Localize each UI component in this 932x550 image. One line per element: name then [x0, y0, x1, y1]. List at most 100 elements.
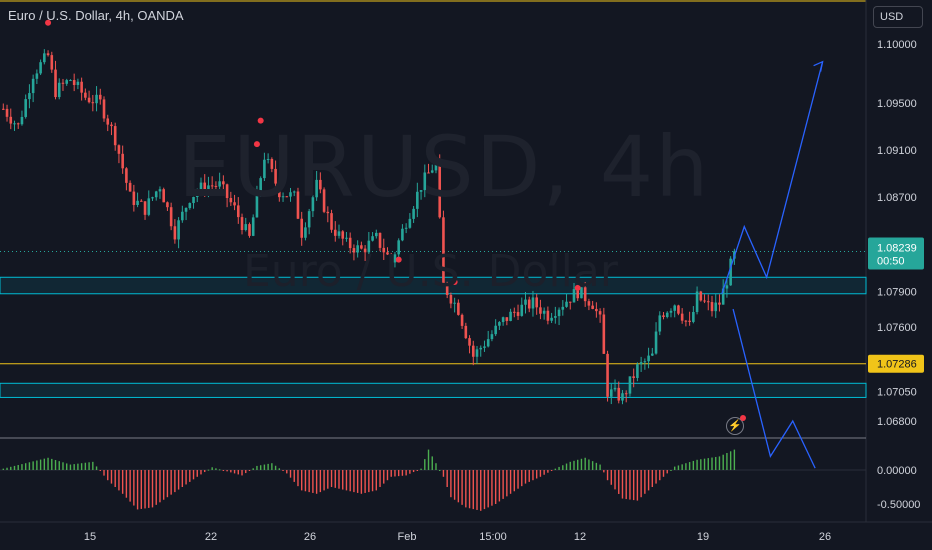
- candle-body: [54, 69, 57, 98]
- histogram-bar: [644, 470, 646, 494]
- candle-body: [729, 258, 732, 286]
- candle-body: [468, 338, 471, 346]
- candle-body: [113, 126, 117, 146]
- histogram-bar: [442, 470, 445, 477]
- histogram-bar: [465, 470, 467, 508]
- candle-body: [464, 325, 468, 339]
- candle-body: [274, 168, 277, 184]
- watermark-name: Euro / U.S. Dollar: [243, 246, 618, 297]
- histogram-bar: [58, 461, 60, 470]
- histogram-bar: [722, 454, 724, 470]
- candle-body: [255, 190, 259, 218]
- projection-lines[interactable]: [721, 60, 824, 469]
- candle-body: [654, 331, 658, 354]
- price-tick-label: 1.07050: [877, 387, 917, 399]
- histogram-bar: [323, 470, 325, 491]
- candle-body: [539, 307, 542, 314]
- candle-body: [214, 185, 218, 187]
- candle-body: [561, 306, 565, 310]
- histogram-bar: [565, 463, 568, 470]
- histogram-bar: [263, 464, 266, 470]
- histogram-bar: [412, 470, 415, 473]
- candle-body: [669, 310, 673, 313]
- histogram-bar: [43, 458, 46, 470]
- histogram-bar: [10, 466, 12, 470]
- histogram-bar: [84, 462, 87, 470]
- candle-body: [531, 297, 535, 309]
- histogram-bar: [241, 470, 243, 476]
- histogram-bar: [222, 470, 225, 471]
- candle-body: [408, 218, 412, 228]
- price-tick-label: 1.07900: [877, 286, 917, 298]
- histogram-bar: [125, 470, 128, 498]
- histogram-bar: [726, 453, 728, 470]
- histogram-bar: [591, 461, 594, 470]
- histogram-bar: [95, 466, 98, 470]
- candle-body: [692, 312, 695, 322]
- histogram-bar: [494, 470, 497, 504]
- histogram-bar: [356, 470, 359, 493]
- histogram-bar: [584, 457, 586, 470]
- histogram-bar: [353, 470, 355, 493]
- candle-body: [658, 315, 662, 332]
- histogram-bar: [554, 468, 557, 470]
- histogram-bar: [468, 470, 471, 509]
- histogram-bar: [427, 449, 430, 470]
- candle-body: [72, 80, 76, 86]
- candle-body: [35, 73, 39, 79]
- currency-button[interactable]: USD: [873, 6, 923, 28]
- candle-body: [695, 291, 699, 313]
- pivot-marker-0: [45, 19, 52, 26]
- candle-body: [516, 312, 520, 316]
- histogram-bar: [301, 470, 303, 491]
- candle-body: [248, 224, 251, 236]
- histogram-bar: [289, 470, 292, 478]
- candle-body: [677, 305, 680, 314]
- histogram-bar: [662, 470, 665, 477]
- histogram-bar: [476, 470, 478, 510]
- candle-body: [69, 80, 72, 82]
- candle-body: [404, 227, 408, 229]
- flash-icon[interactable]: ⚡: [726, 417, 744, 435]
- candle-body: [710, 302, 714, 312]
- histogram-bar: [453, 470, 456, 500]
- candle-body: [281, 196, 285, 198]
- candle-body: [95, 94, 98, 104]
- candle-body: [438, 159, 442, 218]
- histogram-bar: [655, 470, 657, 484]
- histogram-bar: [2, 468, 4, 470]
- histogram-bar: [286, 470, 288, 474]
- histogram-bar: [670, 470, 672, 471]
- price-axis[interactable]: 1.100001.095001.091001.087001.083001.079…: [868, 39, 924, 511]
- histogram-bar: [24, 463, 27, 470]
- histogram-bar: [502, 470, 504, 499]
- candle-body: [50, 55, 54, 70]
- candle-body: [397, 240, 400, 255]
- histogram-bar: [211, 467, 213, 470]
- candle-body: [453, 302, 456, 304]
- histogram-bar: [66, 463, 68, 470]
- histogram-bar: [47, 457, 49, 470]
- candle-body: [207, 185, 210, 191]
- candle-body: [550, 317, 553, 321]
- histogram-bar: [282, 470, 284, 471]
- histogram-bar: [577, 459, 579, 470]
- zone-0: [0, 276, 867, 295]
- candle-body: [326, 211, 330, 214]
- histogram-bar: [677, 465, 680, 470]
- histogram-bar: [274, 465, 277, 470]
- histogram-bar: [491, 470, 493, 506]
- histogram-bar: [457, 470, 460, 503]
- histogram-bar: [618, 470, 620, 494]
- pivot-marker-5: [574, 284, 581, 291]
- histogram-bar: [703, 458, 706, 470]
- candle-body: [568, 301, 572, 303]
- candle-body: [703, 300, 706, 302]
- time-axis[interactable]: 15 22 26 Feb 15:00 12 19 26: [84, 531, 831, 543]
- candle-body: [419, 190, 423, 192]
- histogram-bar: [573, 460, 575, 470]
- candle-body: [688, 320, 691, 322]
- histogram-bar: [558, 466, 560, 470]
- candle-body: [143, 201, 147, 215]
